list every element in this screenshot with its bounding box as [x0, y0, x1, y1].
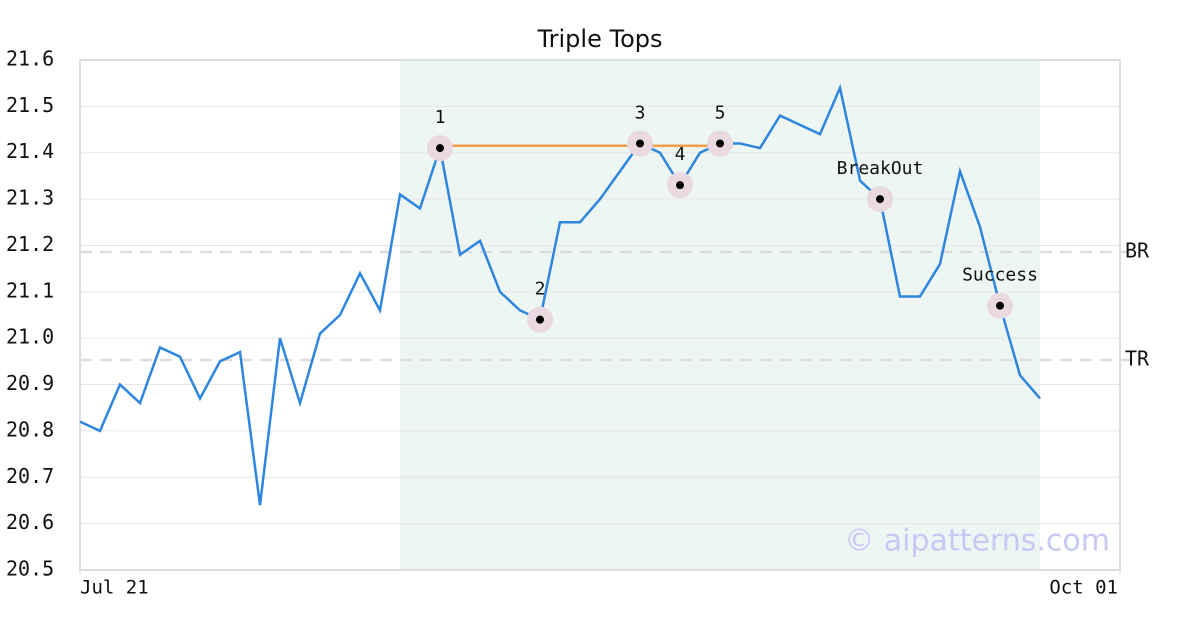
point-dot	[996, 301, 1004, 310]
annotation-label: 4	[675, 144, 686, 165]
point-dot	[536, 315, 544, 324]
y-tick-label: 21.3	[6, 186, 54, 210]
annotation-label: 1	[435, 107, 446, 128]
level-label: TR	[1125, 346, 1150, 370]
y-tick-label: 21.5	[6, 93, 54, 117]
point-dot	[436, 144, 444, 153]
annotation-label: 5	[715, 102, 726, 123]
annotation-label: Success	[962, 265, 1038, 286]
annotation-label: 2	[535, 279, 546, 300]
y-tick-label: 21.4	[6, 139, 54, 163]
y-tick-label: 21.1	[6, 278, 54, 302]
watermark: © aipatterns.com	[844, 524, 1110, 559]
annotation-label: 3	[635, 102, 646, 123]
y-tick-label: 20.5	[6, 557, 54, 581]
y-tick-label: 21.2	[6, 232, 54, 256]
y-tick-label: 20.7	[6, 464, 54, 488]
x-tick-label: Jul 21	[80, 577, 149, 599]
y-tick-label: 20.6	[6, 510, 54, 534]
point-dot	[636, 139, 644, 148]
y-tick-label: 21.0	[6, 325, 54, 349]
y-tick-label: 21.6	[6, 47, 54, 71]
point-dot	[676, 181, 684, 190]
y-tick-label: 20.8	[6, 417, 54, 441]
plot-frame	[79, 59, 1121, 571]
x-tick-label: Oct 01	[1049, 577, 1118, 599]
level-label: BR	[1125, 238, 1150, 262]
chart-title: Triple Tops	[537, 25, 663, 53]
annotation-label: BreakOut	[837, 158, 924, 179]
point-dot	[876, 195, 884, 204]
point-dot	[716, 139, 724, 148]
y-tick-label: 20.9	[6, 371, 54, 395]
